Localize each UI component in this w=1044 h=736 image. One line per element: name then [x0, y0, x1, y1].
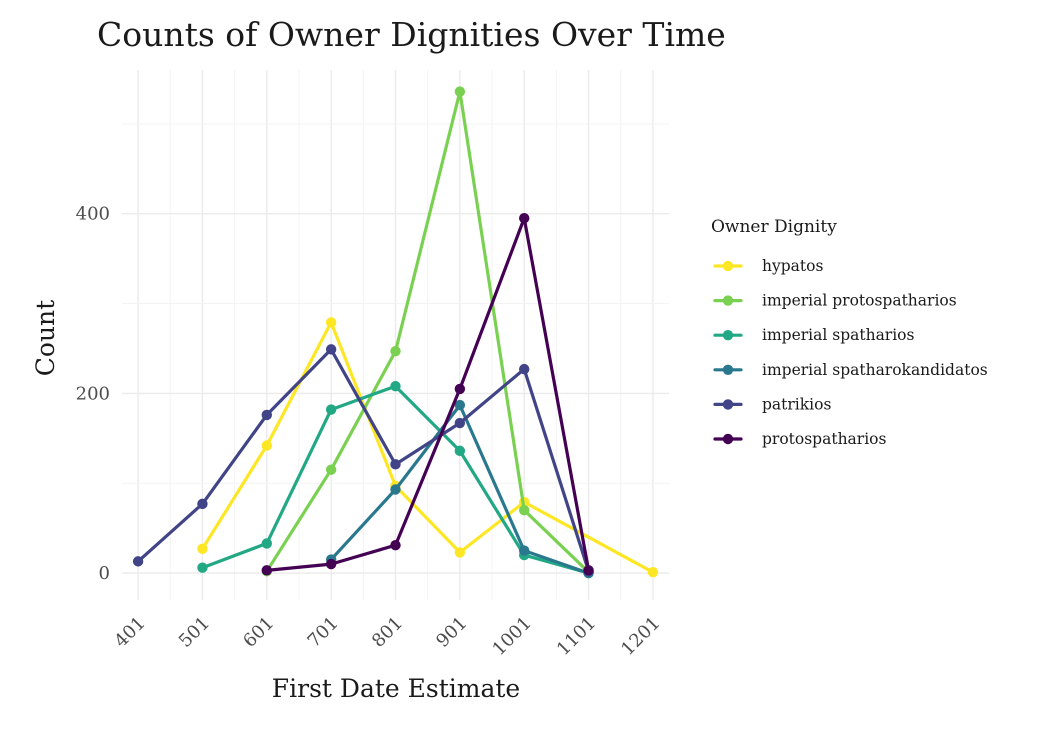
legend-key-point — [722, 433, 734, 445]
data-point — [454, 417, 466, 429]
x-tick-label: 1001 — [488, 613, 535, 660]
legend-label: imperial spatharokandidatos — [762, 361, 988, 379]
data-point — [325, 558, 337, 570]
data-point — [647, 566, 659, 578]
data-point — [519, 363, 530, 375]
data-point — [261, 440, 272, 451]
data-point — [390, 459, 401, 470]
data-point — [390, 345, 401, 357]
x-tick-label: 401 — [110, 613, 149, 652]
x-tick-label: 601 — [239, 613, 278, 652]
legend-label: imperial protospatharios — [762, 292, 957, 310]
series-layer — [132, 86, 659, 579]
x-tick-label: 1101 — [553, 613, 600, 660]
data-point — [325, 404, 337, 415]
data-point — [261, 538, 272, 549]
legend-key-point — [722, 364, 734, 375]
grid — [122, 70, 669, 600]
legend-label: protospatharios — [762, 430, 886, 448]
data-point — [390, 484, 401, 495]
legend-key-point — [722, 330, 734, 341]
data-point — [454, 86, 466, 97]
series-protospatharios — [261, 213, 594, 576]
legend-key-point — [722, 260, 734, 272]
legend-label: hypatos — [762, 257, 823, 275]
x-axis-title: First Date Estimate — [272, 674, 520, 703]
tick-labels: 0 200 400 401 501 601 701 801 901 1001 1101 1201 — [76, 204, 665, 660]
legend-label: patrikios — [762, 395, 831, 413]
x-tick-label: 1201 — [617, 613, 664, 660]
chart-title: Counts of Owner Dignities Over Time — [97, 15, 726, 54]
data-point — [132, 556, 144, 567]
series-line — [136, 347, 591, 573]
legend: Owner Dignity hypatos imperial protospath… — [711, 217, 988, 448]
data-point — [519, 545, 530, 556]
legend-label: imperial spatharios — [762, 326, 915, 344]
y-axis-title: Count — [31, 300, 60, 376]
data-point — [325, 344, 337, 355]
data-point — [197, 543, 208, 554]
data-point — [519, 504, 530, 516]
data-point — [454, 399, 466, 411]
data-point — [390, 381, 401, 392]
data-point — [454, 547, 466, 558]
legend-key-point — [722, 399, 734, 410]
data-point — [583, 565, 594, 576]
data-point — [454, 445, 466, 457]
y-tick-label: 200 — [76, 383, 110, 404]
legend-title: Owner Dignity — [711, 217, 837, 237]
data-point — [519, 213, 530, 224]
data-point — [197, 498, 208, 510]
x-tick-label: 701 — [304, 613, 343, 652]
y-tick-label: 0 — [99, 563, 110, 584]
series-patrikios — [132, 344, 594, 577]
series-line — [265, 90, 591, 574]
data-point — [390, 540, 401, 551]
x-tick-label: 901 — [432, 613, 471, 652]
legend-key-point — [722, 295, 734, 306]
x-tick-label: 501 — [175, 613, 214, 652]
series-line — [265, 216, 591, 572]
data-point — [197, 562, 208, 573]
data-point — [325, 464, 337, 475]
data-point — [454, 383, 466, 395]
x-tick-label: 801 — [368, 613, 407, 652]
data-point — [325, 317, 337, 328]
data-point — [261, 409, 272, 421]
y-tick-label: 400 — [76, 204, 110, 225]
data-point — [261, 565, 272, 576]
